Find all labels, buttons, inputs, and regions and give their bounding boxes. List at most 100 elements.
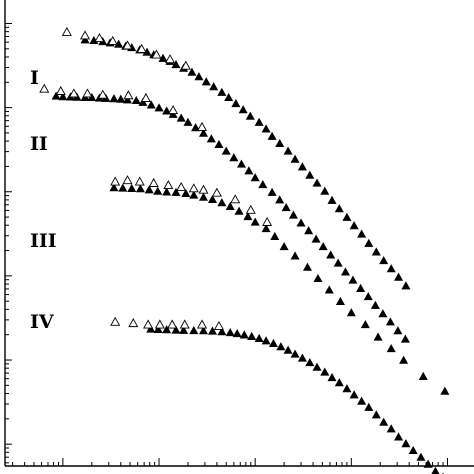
open-triangle-point [211, 187, 222, 197]
open-triangle-point [55, 85, 66, 95]
filled-triangle-point [254, 333, 264, 342]
filled-triangle-point [201, 77, 211, 86]
filled-triangle-point [236, 159, 246, 168]
filled-triangle-point [80, 35, 90, 44]
filled-triangle-point [357, 396, 367, 405]
filled-triangle-point [146, 100, 156, 109]
filled-triangle-point [245, 111, 255, 120]
filled-triangle-point [401, 439, 411, 448]
filled-triangle-point [276, 342, 286, 351]
filled-triangle-point [198, 128, 208, 137]
open-triangle-point [128, 318, 139, 328]
filled-triangle-point [135, 184, 145, 193]
open-triangle-point [179, 319, 190, 329]
open-triangle-point [245, 204, 256, 214]
filled-triangle-point [416, 452, 426, 461]
filled-triangle-point [431, 466, 440, 474]
filled-triangle-point [243, 211, 253, 221]
filled-triangle-point [146, 324, 156, 333]
open-triangle-point [134, 176, 145, 186]
filled-triangle-point [118, 183, 128, 192]
filled-triangle-point [326, 250, 336, 259]
filled-triangle-point [179, 325, 189, 334]
open-triangle-point [151, 49, 162, 59]
filled-triangle-point [268, 338, 278, 348]
filled-triangle-point [171, 187, 181, 196]
filled-triangle-point [187, 67, 197, 76]
filled-triangle-point [288, 210, 298, 219]
filled-triangle-point [304, 226, 314, 235]
filled-triangle-point [127, 183, 137, 192]
curve-label-I: I [30, 67, 39, 89]
filled-triangle-point [335, 296, 345, 305]
filled-triangle-point [176, 113, 186, 122]
filled-triangle-point [208, 326, 218, 335]
filled-triangle-point [109, 94, 119, 103]
filled-triangle-point [349, 390, 359, 399]
filled-triangle-point [334, 378, 344, 387]
curve-labels: I II III IV [30, 67, 57, 333]
filled-triangle-point [221, 146, 231, 155]
filled-triangle-point [234, 206, 244, 215]
filled-triangle-point [217, 87, 227, 96]
filled-triangle-point [239, 330, 249, 339]
filled-triangle-point [225, 328, 235, 337]
filled-triangle-point [379, 255, 389, 265]
filled-triangle-point [232, 329, 242, 338]
filled-triangle-point [198, 192, 208, 201]
open-triangle-point [176, 181, 187, 191]
open-triangle-point [197, 319, 208, 329]
y-axis [4, 0, 12, 466]
filled-triangle-point [238, 105, 248, 114]
filled-triangle-point [340, 267, 351, 276]
filled-triangle-point [250, 173, 260, 182]
filled-triangle-point [267, 187, 277, 196]
filled-triangle-point [311, 234, 321, 243]
open-triangle-point [167, 319, 178, 329]
filled-triangle-point [171, 60, 181, 69]
filled-triangle-point [320, 367, 330, 376]
filled-triangle-point [206, 134, 216, 143]
filled-triangle-point [386, 264, 396, 273]
open-triangle-point [197, 121, 208, 131]
filled-triangle-point [312, 178, 322, 187]
filled-triangle-point [153, 324, 163, 333]
open-triangle-point [136, 43, 147, 53]
filled-triangle-point [394, 432, 404, 441]
filled-triangle-point [194, 72, 204, 81]
filled-triangle-point [290, 154, 300, 163]
filled-triangle-point [247, 331, 257, 340]
x-axis [5, 458, 474, 467]
filled-triangle-point [51, 91, 61, 100]
filled-triangle-point [333, 258, 343, 267]
open-triangle-point [110, 176, 121, 186]
filled-triangle-point [385, 317, 395, 326]
filled-triangle-point [279, 241, 289, 251]
filled-triangle-point [261, 336, 271, 345]
filled-triangle-point [418, 371, 428, 380]
x-axis-ticks [12, 458, 448, 466]
filled-triangle-point [386, 424, 396, 433]
filled-triangle-point [327, 372, 337, 382]
curve-label-III: III [30, 230, 57, 252]
filled-triangle-point [138, 97, 148, 106]
filled-triangle-point [378, 309, 388, 318]
filled-triangle-point [261, 124, 271, 133]
open-triangle-point [68, 88, 79, 98]
filled-triangle-point [363, 291, 373, 301]
filled-triangle-point [191, 123, 201, 132]
open-triangle-point [143, 319, 154, 329]
open-triangle-point [164, 54, 175, 64]
filled-triangle-point [116, 94, 126, 103]
filled-triangle-point [379, 417, 389, 426]
filled-triangle-point [297, 162, 307, 171]
open-triangle-point [140, 92, 151, 102]
filled-triangle-point [342, 212, 352, 221]
filled-triangle-point [318, 241, 328, 251]
open-triangle-point [82, 88, 93, 98]
filled-triangle-point [296, 218, 306, 227]
filled-triangle-point [189, 190, 199, 199]
filled-triangle-point [348, 275, 358, 284]
open-triangle-point [122, 175, 133, 185]
